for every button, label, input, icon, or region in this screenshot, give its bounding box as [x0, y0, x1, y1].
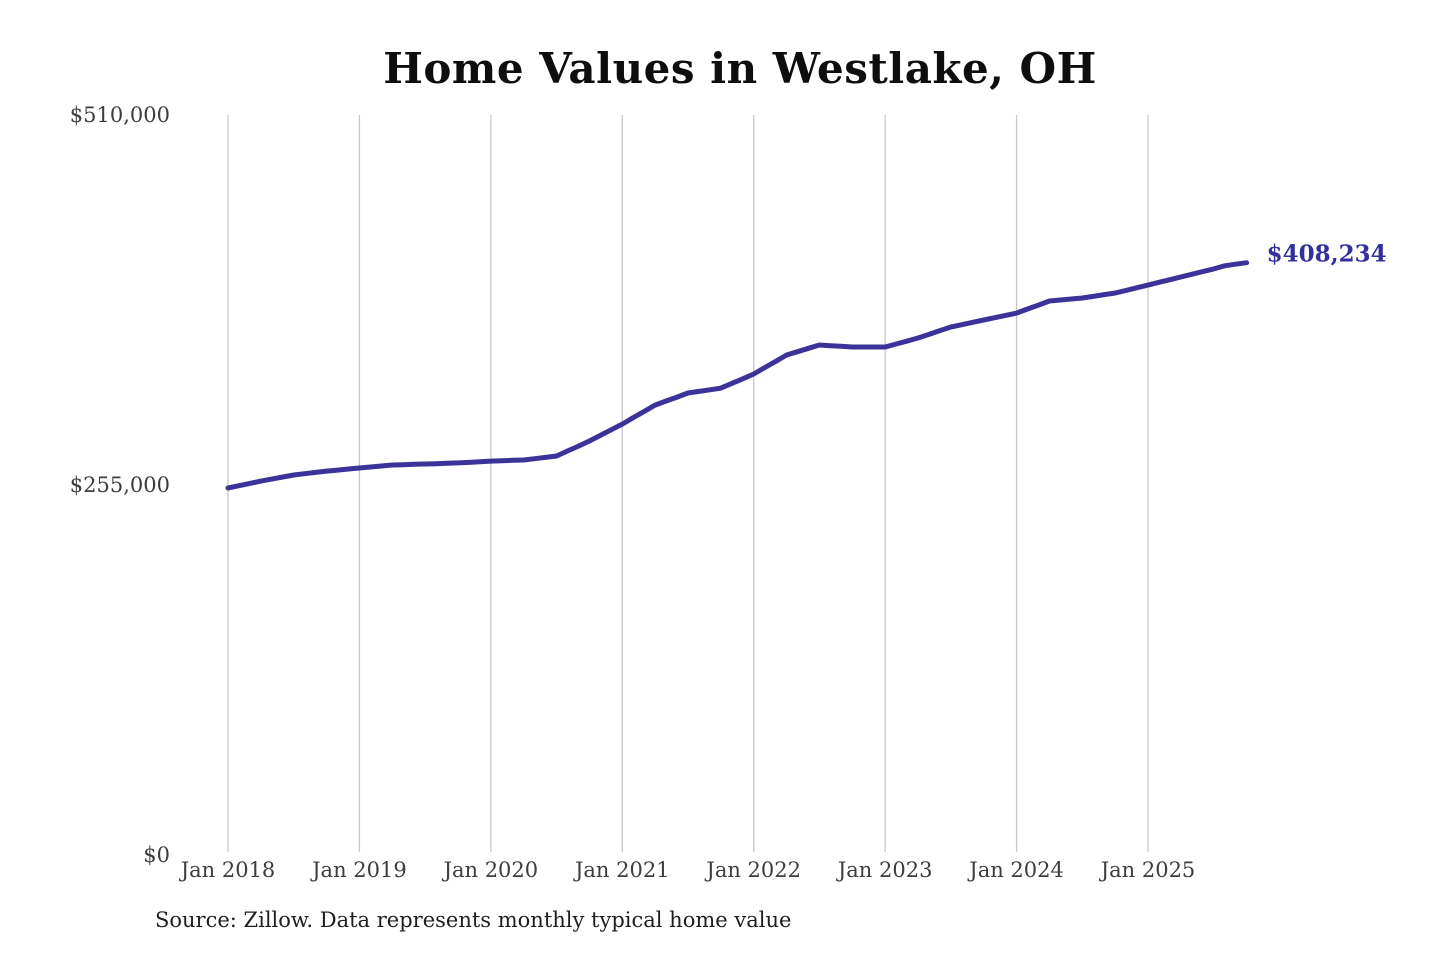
- y-tick-label: $0: [143, 843, 170, 867]
- value-line: [225, 260, 1250, 491]
- y-tick-label: $510,000: [69, 103, 170, 127]
- x-tick-label: Jan 2021: [574, 858, 670, 882]
- x-tick-label: Jan 2019: [312, 858, 407, 882]
- x-tick-label: Jan 2018: [180, 858, 276, 882]
- x-tick-label: Jan 2025: [1100, 858, 1196, 882]
- source-note: Source: Zillow. Data represents monthly …: [155, 908, 792, 932]
- x-tick-label: Jan 2024: [969, 858, 1064, 882]
- y-tick-label: $255,000: [69, 473, 170, 497]
- gridlines: [227, 115, 1149, 852]
- x-tick-label: Jan 2020: [443, 858, 539, 882]
- chart-title: Home Values in Westlake, OH: [383, 44, 1097, 93]
- last-value-label: $408,234: [1266, 240, 1387, 268]
- x-tick-label: Jan 2022: [706, 858, 802, 882]
- x-tick-label: Jan 2023: [837, 858, 933, 882]
